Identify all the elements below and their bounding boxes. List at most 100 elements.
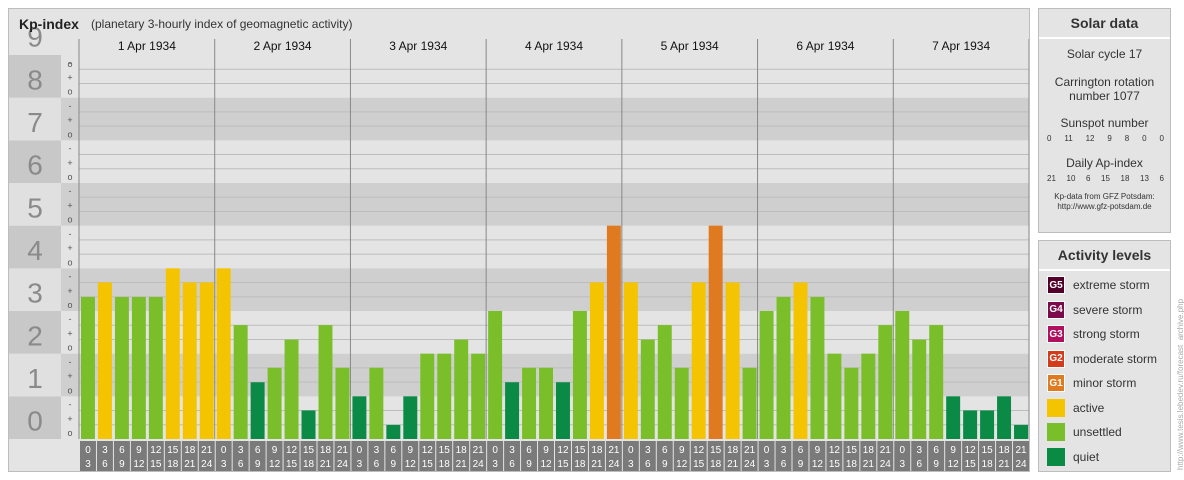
hour-end-label: 6 — [509, 459, 515, 470]
hour-start-label: 18 — [998, 445, 1010, 456]
hour-start-label: 9 — [136, 445, 142, 456]
hour-end-label: 12 — [676, 459, 688, 470]
hour-end-label: 6 — [238, 459, 244, 470]
y-tick-label: 7 — [27, 107, 43, 138]
hour-box — [436, 441, 453, 471]
kp-axis-band-5 — [9, 183, 61, 226]
hour-end-label: 24 — [1015, 459, 1027, 470]
y-tick-label: 1 — [27, 363, 43, 394]
y-tick-label: 0 — [27, 406, 43, 437]
hour-end-label: 21 — [998, 459, 1010, 470]
y-tick-label: 4 — [27, 235, 43, 266]
minor-tick-symbol: o — [67, 129, 72, 139]
y-tick-label: 2 — [27, 320, 43, 351]
hour-box — [707, 441, 724, 471]
hour-box — [368, 441, 385, 471]
legend-label: unsettled — [1073, 425, 1122, 439]
ap-value: 18 — [1120, 174, 1130, 183]
kp-bar — [165, 268, 180, 439]
legend-label: minor storm — [1073, 376, 1137, 390]
hour-start-label: 6 — [933, 445, 939, 456]
hour-end-label: 6 — [374, 459, 380, 470]
kp-bar — [912, 339, 927, 439]
legend-swatch — [1047, 398, 1065, 417]
hour-box — [385, 441, 402, 471]
ap-value: 6 — [1086, 174, 1091, 183]
hour-start-label: 9 — [543, 445, 549, 456]
day-label: 4 Apr 1934 — [525, 39, 583, 53]
minor-tick-symbol: o — [67, 257, 72, 267]
hour-end-label: 12 — [812, 459, 824, 470]
kp-bar — [895, 311, 910, 439]
hour-box — [843, 441, 860, 471]
hour-box — [419, 441, 436, 471]
kp-bar — [623, 282, 638, 439]
legend-item: G5 extreme storm — [1047, 275, 1150, 295]
legend-swatch — [1047, 447, 1065, 466]
hour-box — [877, 441, 894, 471]
kp-axis-band-8 — [9, 55, 61, 98]
sunspot-values: 0 11 12 9 8 0 0 — [1039, 134, 1170, 143]
hour-start-label: 9 — [272, 445, 278, 456]
hour-start-label: 18 — [591, 445, 603, 456]
hour-start-label: 18 — [863, 445, 875, 456]
hour-end-label: 24 — [608, 459, 620, 470]
hour-box — [656, 441, 673, 471]
kp-chart: 0123456789o+-o+-o+-o+-o+-o+-o+-o+-o+-o1 … — [9, 22, 1029, 471]
kp-bar — [522, 367, 537, 439]
ap-value: 21 — [1047, 174, 1056, 183]
minor-tick-symbol: o — [67, 385, 72, 395]
y-tick-label: 9 — [27, 22, 43, 53]
sunspot-value: 0 — [1047, 134, 1052, 143]
kp-axis-band-2 — [9, 311, 61, 354]
hour-end-label: 18 — [846, 459, 858, 470]
hour-start-label: 21 — [1015, 445, 1027, 456]
hour-start-label: 3 — [509, 445, 515, 456]
hour-box — [571, 441, 588, 471]
kp-bar — [505, 382, 520, 439]
minor-tick-symbol: + — [67, 414, 72, 424]
hour-box — [351, 441, 368, 471]
hour-start-label: 0 — [899, 445, 905, 456]
hour-end-label: 3 — [221, 459, 227, 470]
hour-end-label: 18 — [982, 459, 994, 470]
hour-start-label: 12 — [150, 445, 162, 456]
minor-tick-symbol: o — [67, 172, 72, 182]
hour-end-label: 15 — [286, 459, 298, 470]
hour-end-label: 21 — [727, 459, 739, 470]
hour-end-label: 18 — [167, 459, 179, 470]
legend-item: unsettled — [1047, 422, 1122, 442]
watermark: http://www.tesis.lebedev.ru/forecast_arc… — [1176, 298, 1184, 470]
kp-bar — [980, 410, 995, 439]
day-label: 5 Apr 1934 — [661, 39, 719, 53]
kp-bar — [878, 325, 893, 439]
hour-box — [164, 441, 181, 471]
hour-start-label: 0 — [492, 445, 498, 456]
hour-start-label: 12 — [829, 445, 841, 456]
hour-box — [215, 441, 232, 471]
minor-tick-symbol: o — [67, 215, 72, 225]
hour-start-label: 9 — [408, 445, 414, 456]
kp-bar — [233, 325, 248, 439]
hour-end-label: 6 — [645, 459, 651, 470]
sunspot-value: 0 — [1142, 134, 1147, 143]
day-label: 1 Apr 1934 — [118, 39, 176, 53]
hour-end-label: 12 — [540, 459, 552, 470]
legend-label: quiet — [1073, 449, 1100, 464]
hour-end-label: 3 — [899, 459, 905, 470]
hour-start-label: 12 — [422, 445, 434, 456]
hour-box — [80, 441, 96, 471]
activity-levels-title: Activity levels — [1039, 241, 1170, 271]
ap-value: 6 — [1159, 174, 1164, 183]
kp-axis-band-1 — [9, 353, 61, 397]
hour-end-label: 9 — [662, 459, 668, 470]
hour-box — [758, 441, 775, 471]
hour-start-label: 21 — [744, 445, 756, 456]
kp-bar — [250, 382, 265, 439]
minor-tick-symbol: + — [67, 328, 72, 338]
hour-end-label: 3 — [492, 459, 498, 470]
ap-value: 10 — [1066, 174, 1076, 183]
hour-end-label: 12 — [269, 459, 281, 470]
legend-item: G3 strong storm — [1047, 324, 1140, 344]
hour-start-label: 21 — [608, 445, 620, 456]
